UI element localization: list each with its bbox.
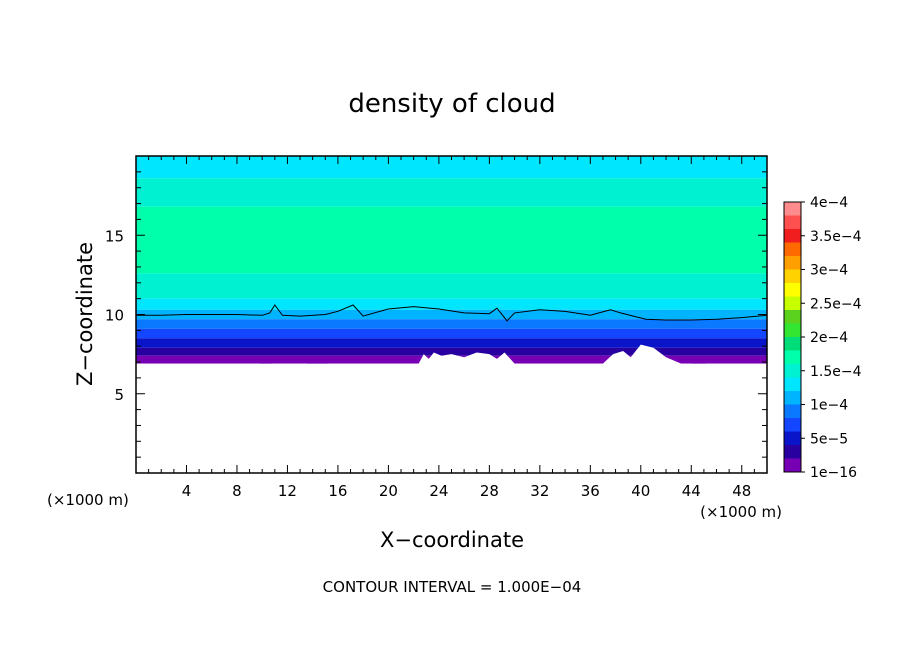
x-tick-label: 36 bbox=[581, 482, 600, 500]
x-tick-label: 44 bbox=[682, 482, 701, 500]
colorbar-swatch bbox=[784, 391, 801, 405]
x-tick-label: 20 bbox=[379, 482, 398, 500]
colorbar-swatch bbox=[784, 202, 801, 216]
field-band bbox=[136, 156, 767, 179]
colorbar-swatch bbox=[784, 269, 801, 284]
x-axis-label: X−coordinate bbox=[380, 528, 524, 552]
colorbar-swatch bbox=[784, 242, 801, 257]
x-tick-label: 24 bbox=[429, 482, 448, 500]
colorbar-swatch bbox=[784, 256, 801, 270]
colorbar-label: 5e−5 bbox=[810, 431, 848, 447]
field-band bbox=[136, 206, 767, 274]
field-band bbox=[136, 319, 767, 329]
colorbar-swatch bbox=[784, 215, 801, 230]
field-band bbox=[136, 309, 767, 320]
y-tick-label: 5 bbox=[114, 386, 124, 404]
colorbar-label: 1e−4 bbox=[810, 398, 848, 414]
colorbar-swatch bbox=[784, 418, 801, 432]
field-band bbox=[136, 178, 767, 207]
colorbar-label: 1e−16 bbox=[810, 465, 857, 481]
y-axis: 5 10 15 bbox=[105, 171, 767, 458]
colorbar-swatch bbox=[784, 229, 801, 243]
x-tick-label: 48 bbox=[732, 482, 751, 500]
empty-region bbox=[136, 344, 767, 473]
colorbar-swatch bbox=[784, 337, 801, 351]
colorbar-swatch bbox=[784, 323, 801, 338]
field-band bbox=[136, 338, 767, 348]
colorbar-label: 3e−4 bbox=[810, 263, 848, 279]
colorbar-swatch bbox=[784, 431, 801, 446]
field-band bbox=[136, 298, 767, 310]
y-axis-label: Z−coordinate bbox=[73, 242, 97, 386]
colorbar-swatch bbox=[784, 445, 801, 459]
x-axis: 4 8 12 16 20 24 28 32 36 40 44 48 bbox=[148, 156, 755, 500]
colorbar-swatch bbox=[784, 458, 801, 473]
x-tick-label: 16 bbox=[328, 482, 347, 500]
y-tick-label: 10 bbox=[105, 307, 124, 325]
colorbar-label: 4e−4 bbox=[810, 195, 848, 211]
colorbar-swatch bbox=[784, 404, 801, 419]
contour-interval-note: CONTOUR INTERVAL = 1.000E−04 bbox=[323, 578, 582, 596]
colorbar-swatch bbox=[784, 283, 801, 297]
x-tick-label: 12 bbox=[278, 482, 297, 500]
x-axis-unit-right: (×1000 m) bbox=[700, 503, 782, 521]
colorbar-swatch bbox=[784, 310, 801, 324]
x-tick-label: 8 bbox=[232, 482, 242, 500]
colorbar-label: 2.5e−4 bbox=[810, 296, 862, 312]
colorbar: 4e−4 3.5e−4 3e−4 2.5e−4 2e−4 1.5e−4 1e−4 5e−5 1e… bbox=[783, 195, 862, 481]
field-band bbox=[136, 273, 767, 299]
colorbar-swatch bbox=[784, 377, 801, 392]
colorbar-label: 3.5e−4 bbox=[810, 229, 862, 245]
y-tick-label: 15 bbox=[105, 227, 124, 245]
field-band bbox=[136, 347, 767, 356]
x-tick-label: 32 bbox=[530, 482, 549, 500]
x-tick-label: 40 bbox=[631, 482, 650, 500]
chart-title: density of cloud bbox=[348, 89, 555, 119]
colorbar-swatch bbox=[784, 296, 801, 311]
contour-line-1e-4 bbox=[136, 304, 767, 322]
colorbar-label: 2e−4 bbox=[810, 330, 848, 346]
x-axis-unit-left: (×1000 m) bbox=[47, 491, 129, 509]
plot-area bbox=[136, 156, 767, 473]
x-tick-label: 28 bbox=[480, 482, 499, 500]
colorbar-label: 1.5e−4 bbox=[810, 364, 862, 380]
colorbar-swatch bbox=[784, 364, 801, 378]
colorbar-swatch bbox=[784, 350, 801, 365]
density-field bbox=[136, 156, 767, 364]
field-band bbox=[136, 328, 767, 339]
x-tick-label: 4 bbox=[182, 482, 192, 500]
